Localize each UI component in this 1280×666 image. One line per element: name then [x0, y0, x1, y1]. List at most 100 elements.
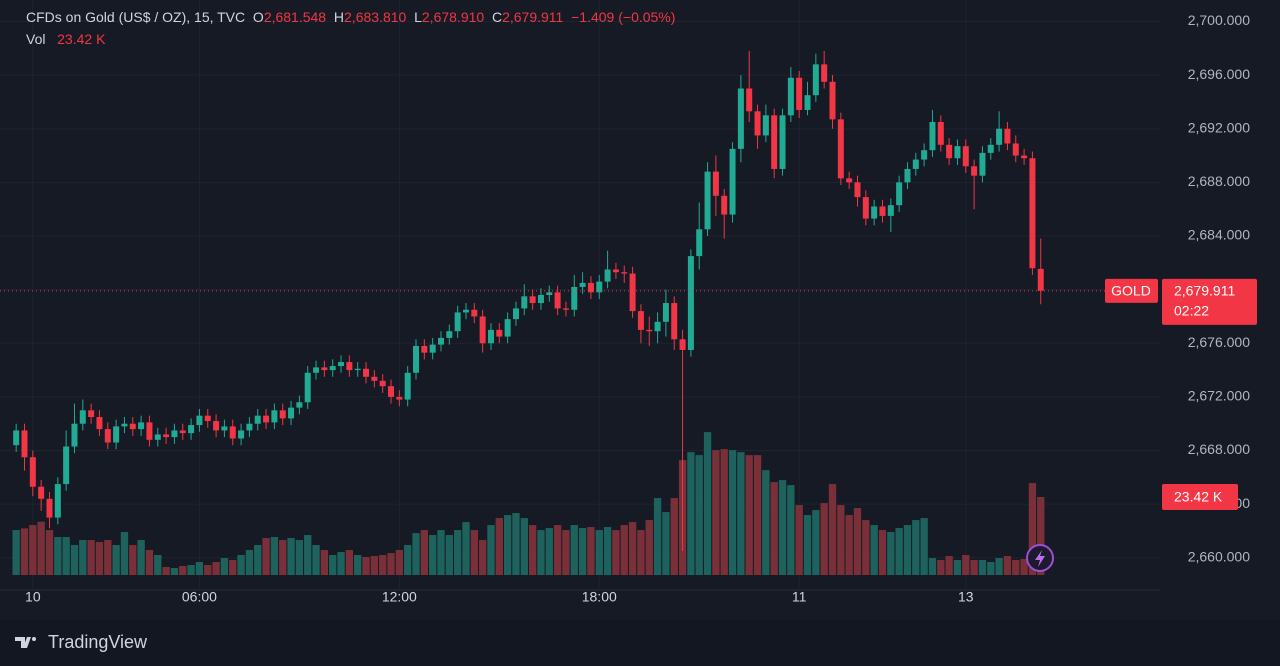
- candle-body: [754, 111, 761, 136]
- volume-bar: [162, 567, 170, 575]
- o-label: O: [252, 9, 264, 25]
- candle-body: [962, 146, 969, 167]
- volume-bar: [845, 515, 853, 575]
- candle-body: [179, 430, 186, 434]
- logo-mark[interactable]: [15, 637, 31, 648]
- volume-bar: [1020, 559, 1028, 575]
- candle-body: [113, 426, 120, 443]
- volume-bar: [978, 560, 987, 575]
- volume-bar: [928, 558, 937, 575]
- candle-body: [637, 311, 644, 330]
- volume-bar: [420, 530, 428, 575]
- candle-body: [388, 386, 395, 397]
- candle-body: [812, 64, 819, 96]
- candle-body: [537, 295, 544, 304]
- volume-bar: [453, 530, 462, 575]
- volume-bar: [45, 530, 54, 575]
- volume-bar: [920, 518, 928, 575]
- volume-bar: [79, 540, 87, 575]
- volume-bar: [720, 449, 728, 575]
- x-tick-label: 11: [792, 589, 807, 605]
- candle-body: [346, 362, 353, 371]
- volume-bar: [237, 555, 245, 575]
- volume-bar: [1012, 560, 1020, 575]
- lightning-icon[interactable]: [1026, 544, 1054, 572]
- candle-body: [21, 430, 28, 458]
- volume-bar: [320, 550, 329, 575]
- volume-bar: [329, 555, 337, 575]
- volume-bar: [795, 505, 803, 575]
- candle-body: [796, 77, 803, 110]
- volume-bar: [212, 562, 220, 575]
- candle-body: [596, 281, 603, 293]
- candle-body: [971, 166, 978, 176]
- candle-body: [771, 115, 778, 169]
- volume-bar: [279, 540, 287, 575]
- candle-body: [63, 446, 70, 485]
- volume-bar: [887, 532, 895, 575]
- volume-bar: [137, 540, 145, 575]
- candle-body: [363, 368, 370, 377]
- volume-bar: [528, 525, 537, 575]
- volume-bar: [603, 527, 612, 575]
- symbol[interactable]: CFDs on Gold (US$ / OZ), 15, TVC: [26, 9, 246, 25]
- volume-bar: [387, 553, 395, 575]
- candle-body: [437, 337, 444, 345]
- candle-body: [521, 296, 528, 309]
- logo-text[interactable]: TradingView: [48, 632, 148, 652]
- candle-body: [804, 95, 811, 110]
- candle-body: [887, 205, 894, 216]
- y-tick-label: 2,668.000: [1188, 441, 1250, 457]
- candle-body: [546, 292, 553, 295]
- volume-bar: [837, 505, 845, 575]
- volume-bar: [662, 512, 670, 575]
- candle-body: [138, 422, 145, 430]
- logo-dot[interactable]: [32, 637, 36, 641]
- c-value: 2,679.911: [502, 9, 564, 25]
- candle-body: [88, 410, 95, 418]
- candle-body: [554, 292, 561, 309]
- logo[interactable]: TradingView: [15, 632, 148, 652]
- candle-body: [846, 178, 853, 183]
- candle-body: [462, 309, 469, 313]
- volume-bar: [695, 455, 703, 575]
- candle-body: [471, 309, 478, 317]
- candle-body: [829, 81, 836, 120]
- volume-bar: [245, 550, 254, 575]
- candle-body: [929, 122, 936, 151]
- volume-bar: [179, 566, 187, 575]
- volume-bar: [912, 520, 920, 575]
- symbol-badge: [1105, 278, 1158, 303]
- candle-body: [421, 345, 428, 353]
- price-badge-text: 2,679.911: [1174, 283, 1235, 299]
- volume-bar: [1003, 556, 1012, 575]
- candle-body: [937, 122, 944, 145]
- volume-bar: [345, 550, 354, 575]
- candle-body: [871, 206, 878, 219]
- chart-background: [0, 0, 1280, 620]
- candle-body: [204, 415, 211, 422]
- volume-bar: [187, 565, 195, 575]
- candle-body: [221, 426, 228, 431]
- volume-bar: [29, 525, 37, 575]
- volume-bar: [570, 525, 578, 575]
- volume-bar: [295, 540, 304, 575]
- candle-body: [254, 415, 261, 424]
- volume-bar: [495, 518, 503, 575]
- candle-body: [487, 329, 494, 344]
- volume-bar: [379, 555, 387, 575]
- volume-bar: [487, 525, 495, 575]
- candle-body: [296, 402, 303, 408]
- candle-body: [396, 396, 403, 400]
- icon-bolt[interactable]: [1035, 550, 1045, 567]
- candle-body: [512, 308, 519, 320]
- volume-bar: [270, 537, 279, 575]
- change: −1.409 (−0.05%): [571, 9, 676, 25]
- candle-body: [321, 367, 328, 371]
- candle-body: [354, 368, 361, 371]
- volume-bar: [204, 565, 212, 575]
- volume-bar: [70, 545, 79, 575]
- volume-bar: [503, 515, 512, 575]
